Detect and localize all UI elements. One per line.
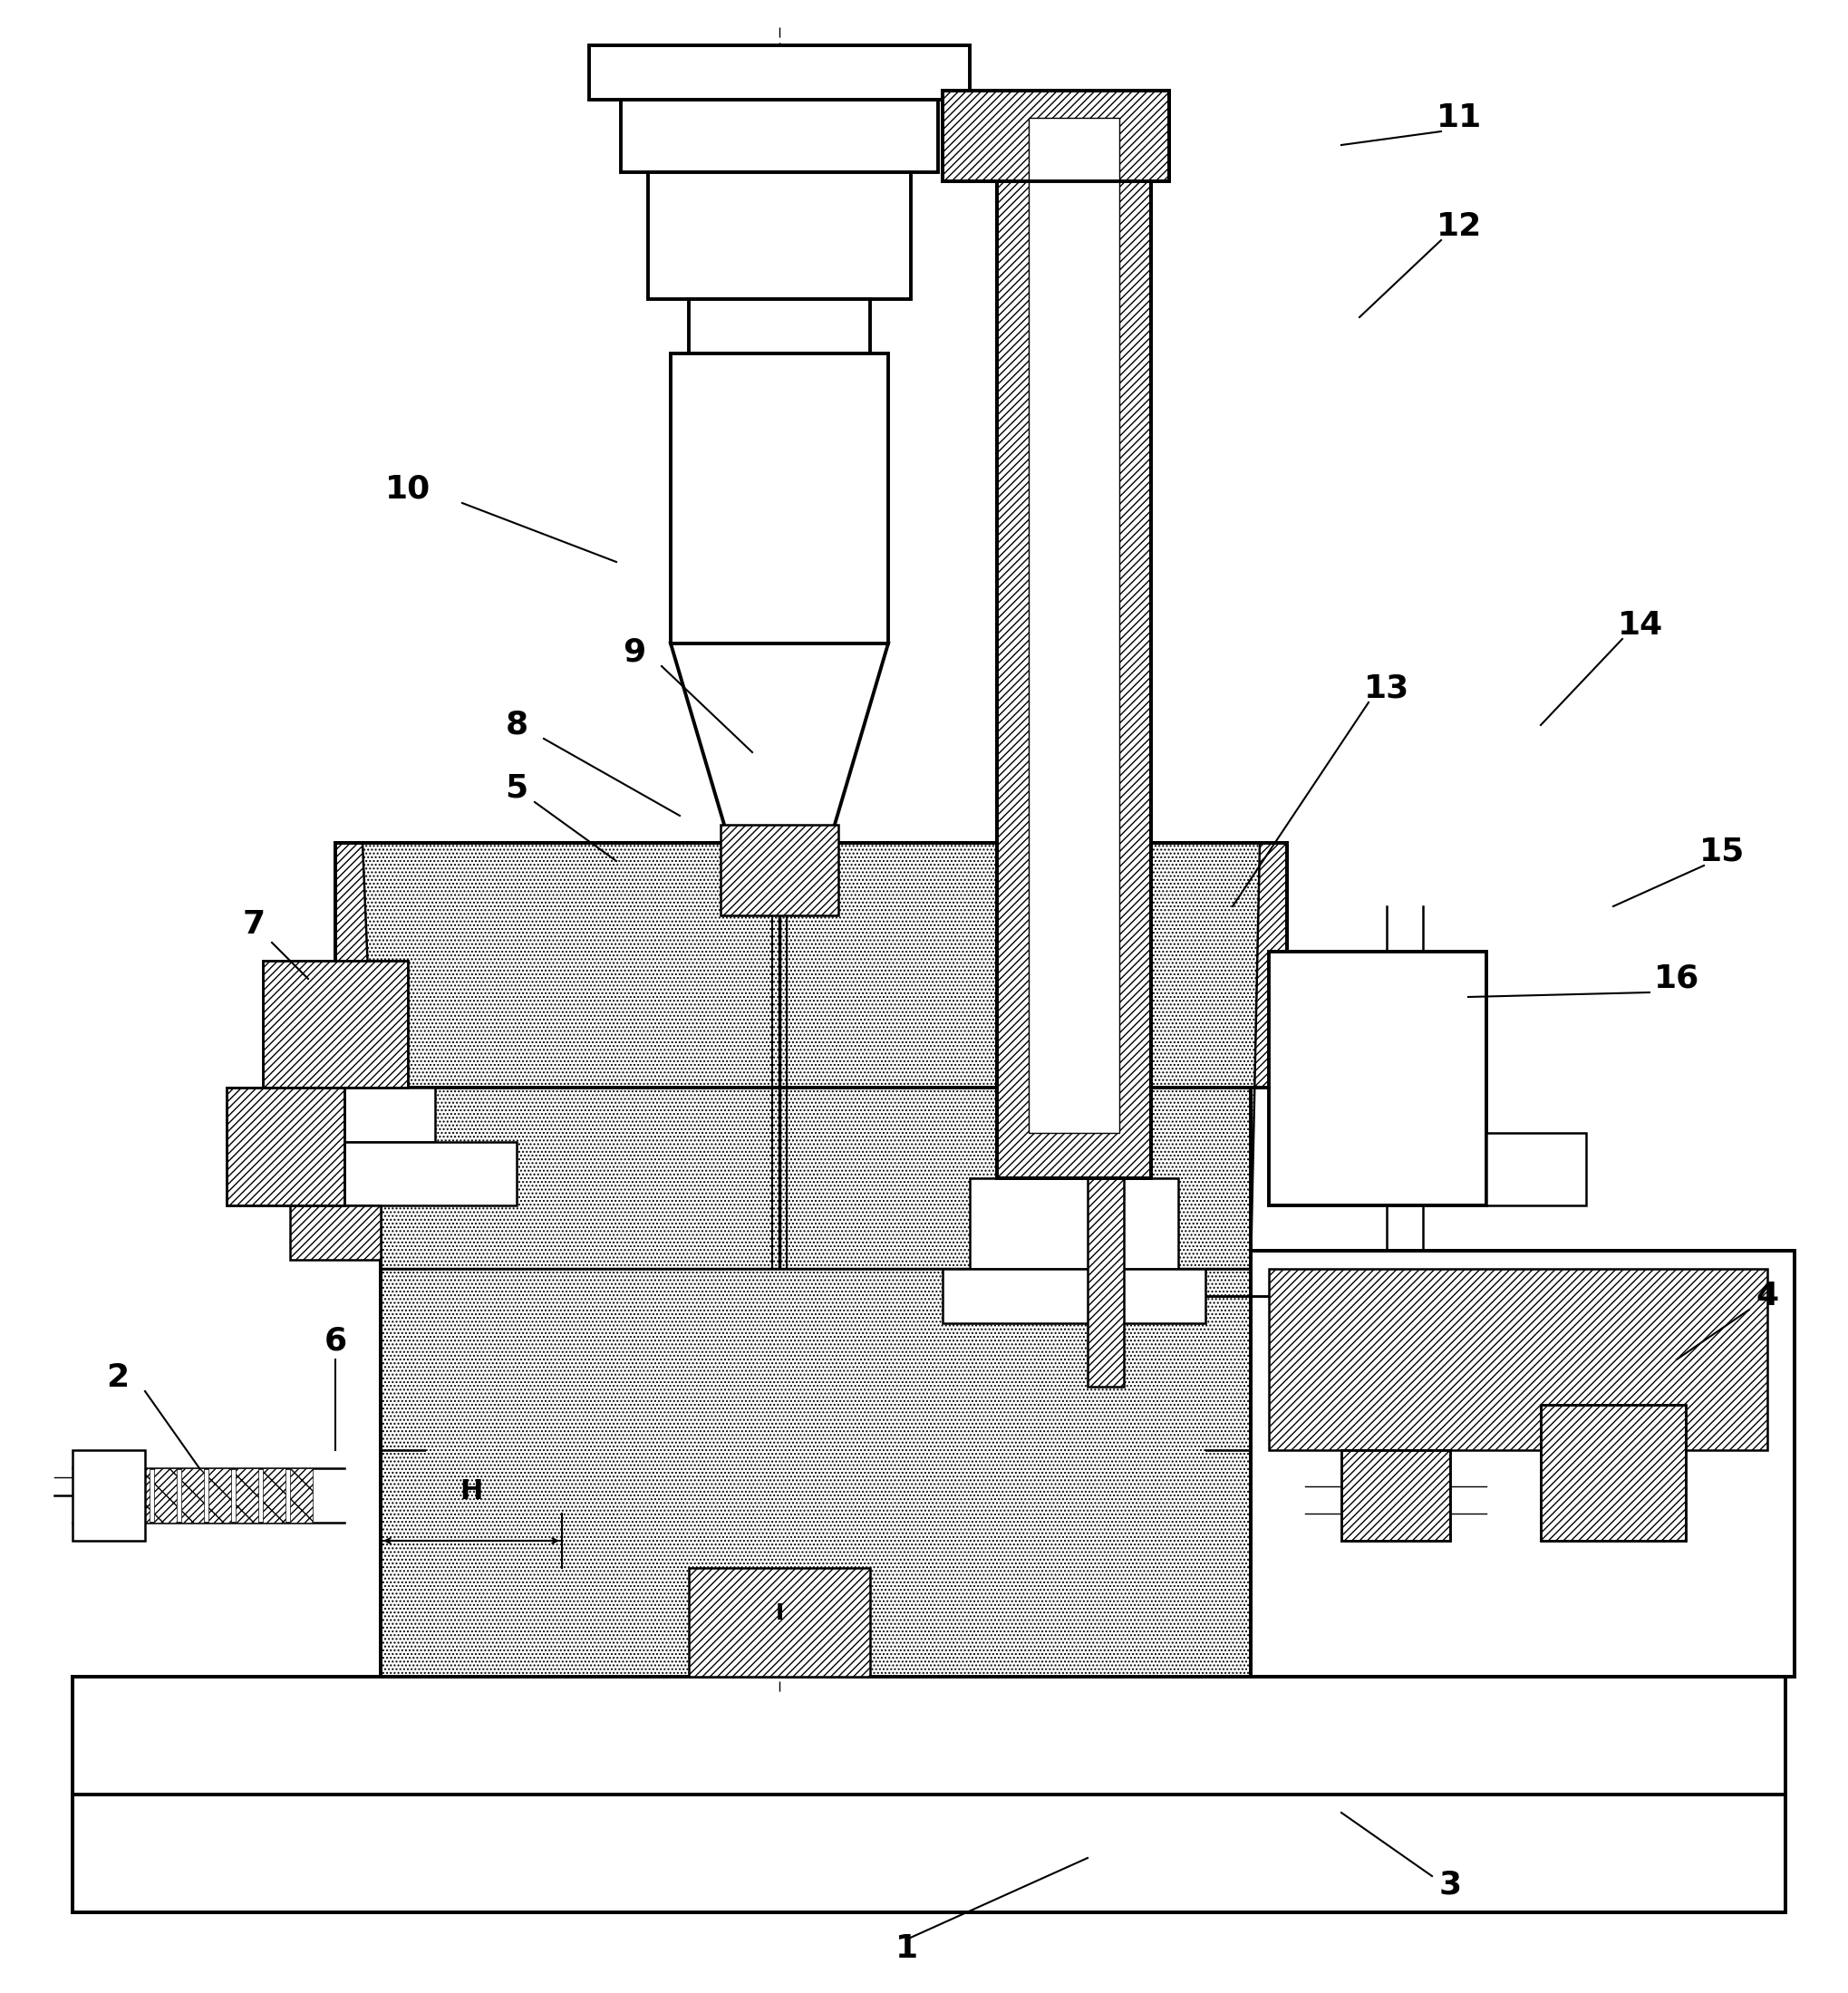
Text: 8: 8 — [505, 710, 529, 741]
Text: 11: 11 — [1436, 102, 1482, 134]
Bar — [128, 1469, 150, 1523]
Bar — [590, 46, 970, 100]
Text: 12: 12 — [1436, 211, 1482, 241]
Text: I: I — [776, 1602, 784, 1624]
Text: 2: 2 — [107, 1361, 129, 1393]
Bar — [942, 1270, 1205, 1323]
Bar — [996, 90, 1151, 1178]
Bar — [227, 1088, 434, 1142]
Bar — [671, 353, 889, 644]
Bar — [621, 100, 939, 171]
Bar — [1541, 1405, 1685, 1541]
Bar — [181, 1469, 203, 1523]
Text: 15: 15 — [1700, 837, 1745, 867]
Bar — [262, 961, 408, 1088]
Bar — [1088, 1178, 1124, 1387]
Text: 7: 7 — [242, 909, 264, 941]
Bar — [1270, 951, 1486, 1206]
Bar — [1486, 1132, 1586, 1206]
Bar — [942, 90, 1170, 181]
Bar — [237, 1469, 259, 1523]
Bar — [262, 1469, 285, 1523]
Polygon shape — [671, 644, 889, 843]
Bar — [334, 843, 1286, 1088]
Bar — [334, 843, 1286, 1088]
Text: 4: 4 — [1756, 1281, 1780, 1311]
Bar — [1342, 1451, 1451, 1541]
Bar — [72, 1676, 1785, 1794]
Bar — [970, 1178, 1179, 1270]
Bar — [72, 1451, 144, 1541]
Bar — [227, 1142, 517, 1206]
Bar — [290, 1469, 312, 1523]
Bar — [209, 1469, 231, 1523]
Bar — [262, 961, 408, 1088]
Text: 6: 6 — [323, 1325, 347, 1357]
Bar — [72, 1794, 1785, 1913]
Bar — [381, 1088, 1251, 1676]
Polygon shape — [362, 843, 1260, 1270]
Bar — [649, 171, 911, 299]
Text: 9: 9 — [623, 638, 645, 668]
Bar — [1342, 1451, 1451, 1541]
Bar — [72, 1469, 94, 1523]
Text: 13: 13 — [1364, 674, 1410, 704]
Bar — [721, 825, 839, 915]
Bar — [689, 1568, 870, 1676]
Bar — [227, 1088, 344, 1206]
Bar — [381, 1088, 1251, 1676]
Bar — [100, 1469, 122, 1523]
Text: 16: 16 — [1654, 963, 1700, 995]
Bar — [227, 1088, 344, 1206]
Bar — [1270, 1270, 1767, 1451]
Text: 1: 1 — [894, 1933, 918, 1963]
Bar — [996, 90, 1151, 1178]
Text: H: H — [460, 1479, 482, 1505]
Bar — [427, 1270, 1205, 1676]
Text: 5: 5 — [505, 773, 529, 803]
Text: 10: 10 — [384, 474, 431, 504]
Text: 14: 14 — [1617, 610, 1663, 642]
Bar — [153, 1469, 177, 1523]
Bar — [689, 299, 870, 353]
Bar — [1029, 118, 1120, 1132]
Text: 3: 3 — [1440, 1869, 1462, 1901]
Bar — [1541, 1405, 1685, 1541]
Bar — [942, 90, 1170, 181]
Bar — [290, 1206, 381, 1260]
Bar — [1251, 1252, 1794, 1676]
